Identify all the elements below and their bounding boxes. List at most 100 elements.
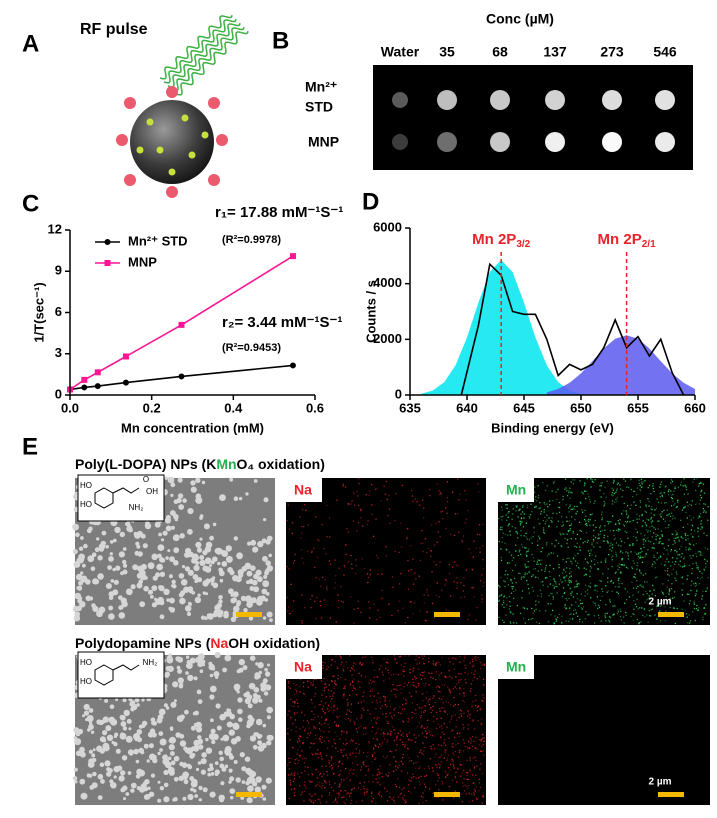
- eds-dot: [545, 567, 546, 568]
- eds-dot: [345, 544, 346, 545]
- eds-dot: [649, 485, 650, 486]
- eds-dot: [385, 713, 386, 714]
- eds-dot: [375, 803, 376, 804]
- particle: [210, 792, 216, 798]
- pink-dot: [166, 86, 178, 98]
- eds-dot: [661, 563, 662, 564]
- eds-dot: [649, 610, 650, 611]
- eds-dot: [573, 558, 574, 559]
- eds-dot: [366, 733, 367, 734]
- eds-dot: [671, 588, 672, 589]
- eds-dot: [690, 590, 691, 591]
- eds-dot: [439, 726, 440, 727]
- eds-dot: [675, 530, 676, 531]
- eds-dot: [457, 513, 458, 514]
- eds-dot: [524, 574, 525, 575]
- eds-dot: [398, 712, 399, 713]
- particle: [139, 601, 145, 607]
- eds-dot: [479, 744, 480, 745]
- eds-dot: [509, 608, 510, 609]
- eds-dot: [586, 574, 587, 575]
- eds-dot: [498, 518, 499, 519]
- eds-dot: [477, 749, 478, 750]
- eds-dot: [447, 773, 448, 774]
- eds-dot: [620, 545, 621, 546]
- particle: [100, 736, 106, 742]
- eds-dot: [393, 674, 394, 675]
- eds-dot: [379, 617, 380, 618]
- eds-dot: [327, 748, 328, 749]
- eds-dot: [676, 572, 677, 573]
- eds-dot: [377, 716, 378, 717]
- eds-dot: [591, 550, 592, 551]
- eds-dot: [626, 567, 627, 568]
- eds-dot: [693, 583, 694, 584]
- particle: [120, 732, 124, 736]
- eds-dot: [614, 614, 615, 615]
- eds-dot: [467, 673, 468, 674]
- eds-dot: [640, 555, 641, 556]
- structure-label: HO: [80, 658, 92, 667]
- eds-dot: [533, 568, 534, 569]
- eds-dot: [320, 754, 321, 755]
- eds-dot: [499, 541, 500, 542]
- particle: [198, 761, 202, 765]
- eds-dot: [391, 674, 392, 675]
- eds-dot: [335, 655, 336, 656]
- map-label: Na: [294, 659, 312, 675]
- eds-dot: [614, 502, 615, 503]
- eds-dot: [617, 488, 618, 489]
- eds-dot: [467, 772, 468, 773]
- eds-dot: [445, 751, 446, 752]
- eds-dot: [692, 500, 693, 501]
- eds-dot: [313, 802, 314, 803]
- eds-dot: [509, 552, 510, 553]
- eds-dot: [341, 734, 342, 735]
- particle: [161, 558, 166, 563]
- eds-dot: [291, 772, 292, 773]
- eds-dot: [379, 701, 380, 702]
- eds-dot: [316, 597, 317, 598]
- particle: [239, 659, 245, 665]
- eds-dot: [670, 520, 671, 521]
- particle: [210, 686, 217, 693]
- particle: [188, 570, 194, 576]
- eds-dot: [415, 499, 416, 500]
- particle: [92, 772, 97, 777]
- eds-dot: [337, 793, 338, 794]
- eds-dot: [412, 702, 413, 703]
- eds-dot: [527, 505, 528, 506]
- eds-dot: [448, 702, 449, 703]
- particle: [212, 734, 218, 740]
- eds-dot: [573, 610, 574, 611]
- particle: [149, 792, 154, 797]
- eds-dot: [380, 784, 381, 785]
- row-title: Polydopamine NPs (NaOH oxidation): [75, 635, 320, 651]
- eds-dot: [327, 706, 328, 707]
- eds-dot: [542, 482, 543, 483]
- eds-dot: [467, 619, 468, 620]
- eds-dot: [702, 591, 703, 592]
- eds-dot: [304, 762, 305, 763]
- eds-dot: [371, 731, 372, 732]
- eds-dot: [460, 713, 461, 714]
- eds-dot: [694, 479, 695, 480]
- particle: [135, 551, 140, 556]
- eds-dot: [437, 773, 438, 774]
- eds-dot: [472, 774, 473, 775]
- eds-dot: [584, 483, 585, 484]
- eds-dot: [456, 726, 457, 727]
- eds-dot: [625, 551, 626, 552]
- eds-dot: [551, 552, 552, 553]
- eds-dot: [659, 541, 660, 542]
- eds-dot: [692, 568, 693, 569]
- eds-dot: [681, 546, 682, 547]
- eds-dot: [480, 668, 481, 669]
- eds-dot: [615, 492, 616, 493]
- eds-dot: [476, 765, 477, 766]
- eds-dot: [316, 679, 317, 680]
- eds-dot: [439, 494, 440, 495]
- eds-dot: [576, 547, 577, 548]
- eds-dot: [619, 519, 620, 520]
